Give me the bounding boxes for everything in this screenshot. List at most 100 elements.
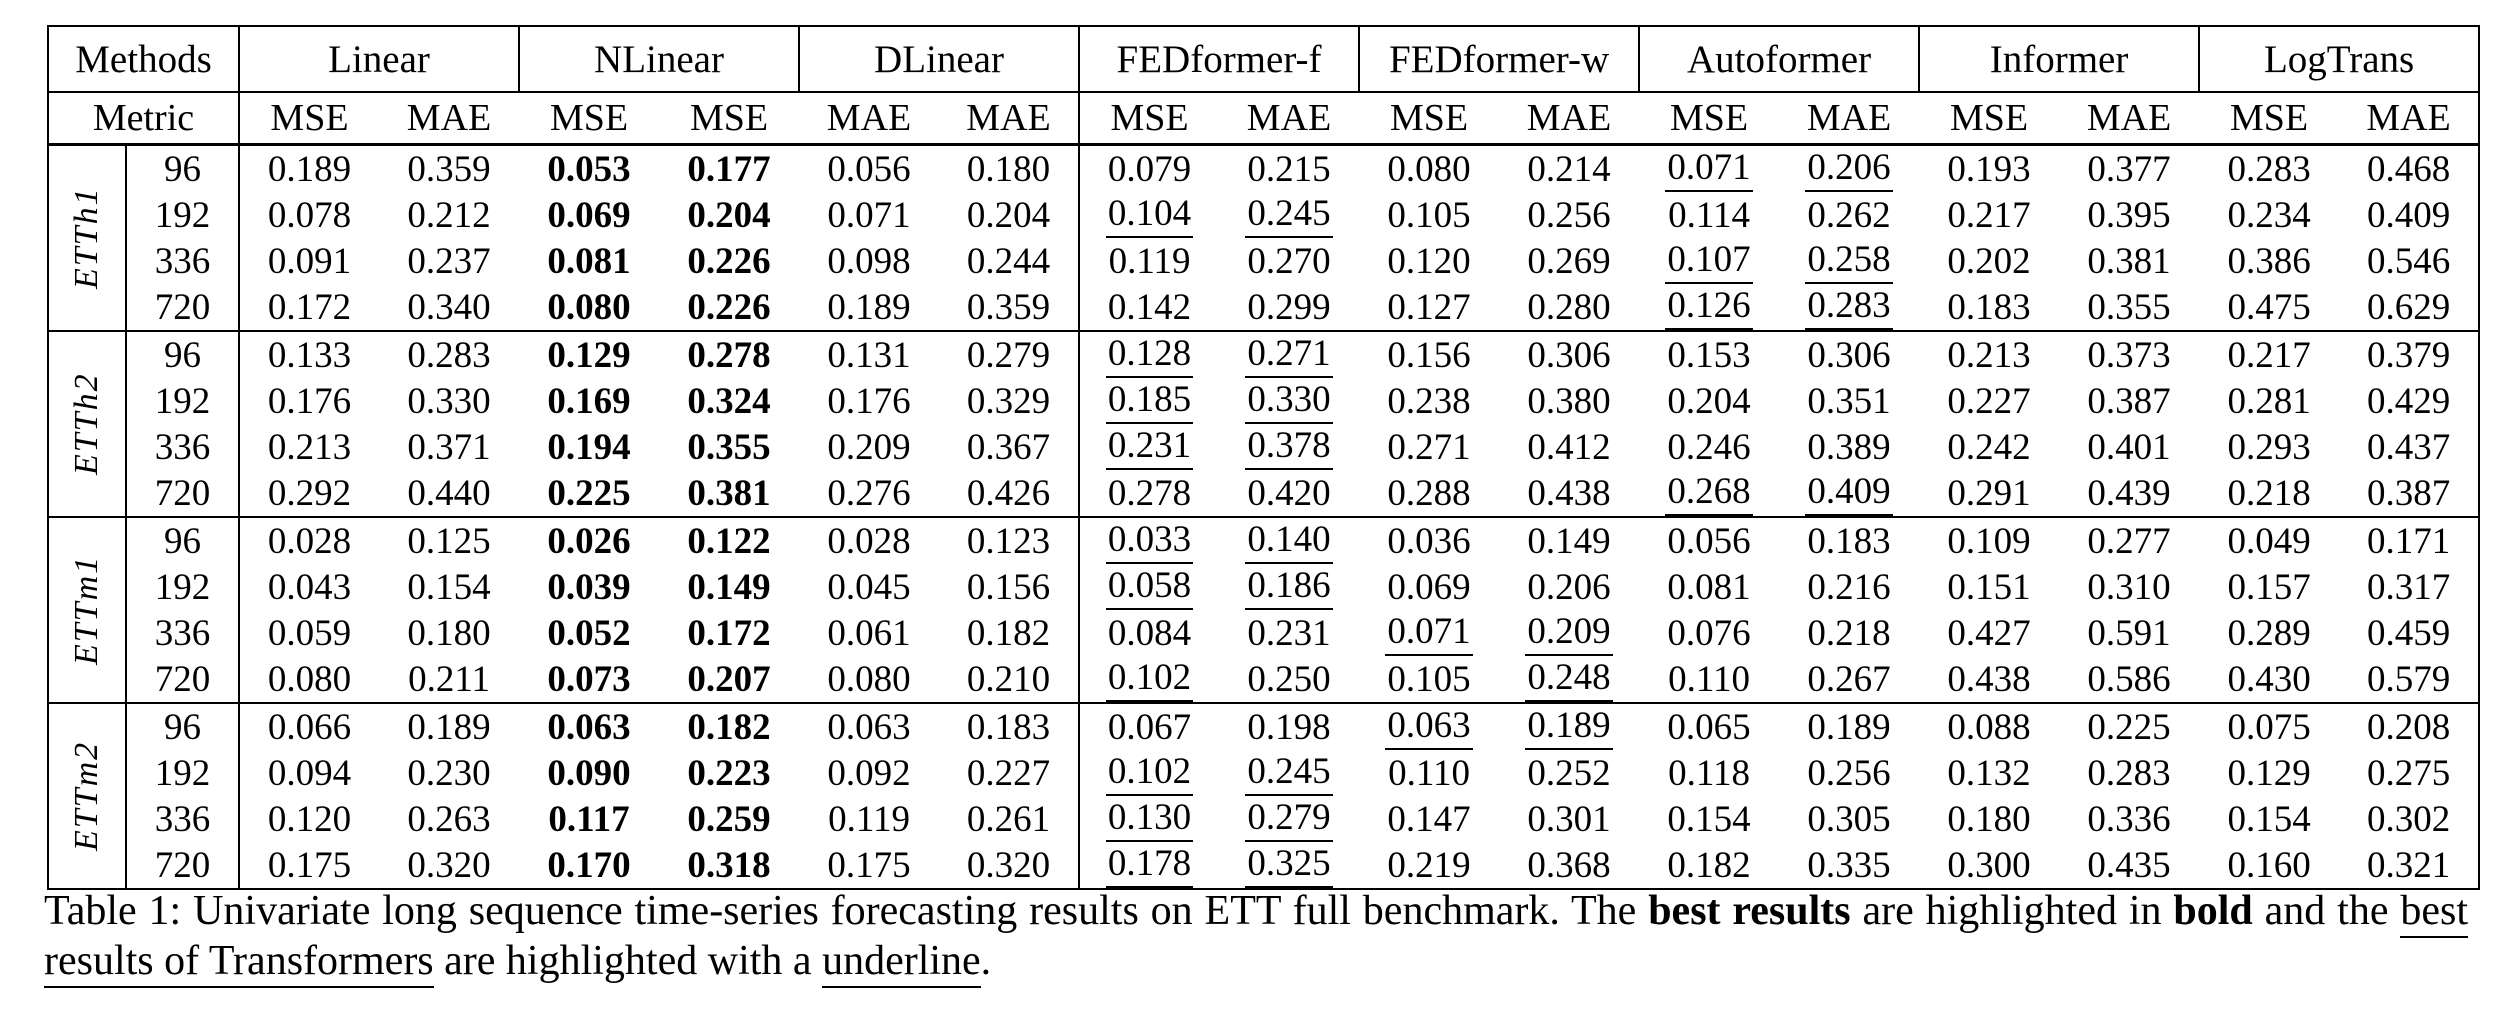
value-text: 0.225 xyxy=(2087,706,2171,748)
value-cell: 0.230 xyxy=(379,750,519,796)
value-text: 0.183 xyxy=(966,706,1051,748)
value-cell: 0.105 xyxy=(1359,192,1499,238)
value-text: 0.318 xyxy=(687,844,771,886)
value-cell: 0.302 xyxy=(2339,796,2479,842)
value-text: 0.387 xyxy=(2366,472,2451,514)
value-text: 0.102 xyxy=(1105,753,1194,796)
value-cell: 0.080 xyxy=(519,284,659,331)
value-cell: 0.149 xyxy=(659,564,799,610)
value-text: 0.120 xyxy=(267,798,352,840)
value-text: 0.283 xyxy=(1805,287,1893,330)
value-cell: 0.202 xyxy=(1919,238,2059,284)
value-cell: 0.194 xyxy=(519,424,659,470)
value-cell: 0.459 xyxy=(2339,610,2479,656)
value-text: 0.226 xyxy=(687,286,771,328)
value-text: 0.359 xyxy=(407,148,491,190)
value-cell: 0.182 xyxy=(939,610,1079,656)
value-cell: 0.301 xyxy=(1499,796,1639,842)
value-text: 0.204 xyxy=(966,194,1051,236)
value-text: 0.122 xyxy=(687,520,771,562)
value-text: 0.033 xyxy=(1105,521,1194,564)
value-cell: 0.071 xyxy=(1359,610,1499,656)
value-text: 0.170 xyxy=(547,844,631,886)
value-text: 0.439 xyxy=(2087,472,2171,514)
value-cell: 0.189 xyxy=(239,145,379,193)
value-cell: 0.090 xyxy=(519,750,659,796)
value-text: 0.081 xyxy=(547,240,631,282)
group-header-fedformer-f: FEDformer-f xyxy=(1078,26,1360,93)
value-cell: 0.189 xyxy=(799,284,939,331)
value-cell: 0.300 xyxy=(1919,842,2059,889)
value-text: 0.261 xyxy=(966,798,1051,840)
value-cell: 0.271 xyxy=(1219,331,1359,378)
caption-segment: best results xyxy=(1648,888,1851,934)
horizon-cell: 96 xyxy=(126,517,240,564)
metric-col: MSE xyxy=(1078,92,1220,146)
value-text: 0.306 xyxy=(1807,334,1891,376)
value-cell: 0.225 xyxy=(2059,703,2199,750)
data-row: 720 0.292 0.440 0.225 0.381 0.276 0.426 0.278 0.… xyxy=(48,470,2479,517)
value-cell: 0.109 xyxy=(1919,517,2059,564)
value-text: 0.118 xyxy=(1668,752,1750,794)
value-cell: 0.053 xyxy=(519,145,659,193)
dataset-label: ETTh2 xyxy=(48,331,127,517)
value-cell: 0.435 xyxy=(2059,842,2199,889)
value-text: 0.176 xyxy=(827,380,911,422)
value-text: 0.250 xyxy=(1247,658,1331,700)
group-header-dlinear: DLinear xyxy=(798,26,1080,93)
value-cell: 0.279 xyxy=(1219,796,1359,842)
value-cell: 0.133 xyxy=(239,331,379,378)
value-cell: 0.154 xyxy=(1639,796,1779,842)
value-text: 0.043 xyxy=(267,566,352,608)
value-cell: 0.267 xyxy=(1779,656,1919,703)
value-cell: 0.379 xyxy=(2339,331,2479,378)
value-cell: 0.279 xyxy=(939,331,1079,378)
value-cell: 0.321 xyxy=(2339,842,2479,889)
value-text: 0.149 xyxy=(687,566,771,608)
value-cell: 0.283 xyxy=(379,331,519,378)
value-cell: 0.283 xyxy=(1779,284,1919,331)
value-text: 0.248 xyxy=(1525,659,1613,702)
value-text: 0.299 xyxy=(1247,286,1331,328)
value-text: 0.459 xyxy=(2366,612,2451,654)
value-text: 0.126 xyxy=(1665,287,1753,330)
value-text: 0.067 xyxy=(1107,706,1192,748)
value-text: 0.377 xyxy=(2087,148,2171,190)
data-row: 720 0.172 0.340 0.080 0.226 0.189 0.359 0.142 0.… xyxy=(48,284,2479,331)
value-text: 0.109 xyxy=(1947,520,2031,562)
value-text: 0.063 xyxy=(827,706,911,748)
metric-col: MSE xyxy=(2199,92,2340,146)
value-text: 0.063 xyxy=(1385,707,1473,750)
value-cell: 0.351 xyxy=(1779,378,1919,424)
value-cell: 0.409 xyxy=(2339,192,2479,238)
value-text: 0.209 xyxy=(827,426,911,468)
value-text: 0.283 xyxy=(407,334,491,376)
value-text: 0.208 xyxy=(2366,706,2451,748)
value-cell: 0.216 xyxy=(1779,564,1919,610)
value-text: 0.080 xyxy=(1387,148,1471,190)
value-text: 0.211 xyxy=(408,658,490,700)
value-cell: 0.212 xyxy=(379,192,519,238)
header-row-methods: Methods Linear NLinear DLinear FEDformer… xyxy=(48,26,2480,93)
value-text: 0.065 xyxy=(1667,706,1751,748)
value-cell: 0.132 xyxy=(1919,750,2059,796)
value-cell: 0.183 xyxy=(939,703,1079,750)
methods-header: Methods xyxy=(48,26,239,93)
value-text: 0.045 xyxy=(827,566,911,608)
value-cell: 0.069 xyxy=(519,192,659,238)
value-cell: 0.080 xyxy=(1359,145,1499,193)
value-text: 0.180 xyxy=(966,148,1051,190)
value-text: 0.076 xyxy=(1667,612,1751,654)
value-text: 0.053 xyxy=(547,148,631,190)
value-text: 0.227 xyxy=(966,752,1051,794)
metric-col: MAE xyxy=(1219,92,1360,146)
value-cell: 0.277 xyxy=(2059,517,2199,564)
data-row: ETTh1 96 0.189 0.359 0.053 0.177 0.056 0.180 0.0… xyxy=(48,144,2479,331)
value-cell: 0.033 xyxy=(1078,517,1220,564)
value-text: 0.380 xyxy=(1527,380,1611,422)
value-cell: 0.215 xyxy=(1219,145,1359,193)
metric-col: MSE xyxy=(659,92,800,146)
value-text: 0.219 xyxy=(1387,844,1471,886)
value-cell: 0.401 xyxy=(2059,424,2199,470)
value-text: 0.133 xyxy=(267,334,352,376)
